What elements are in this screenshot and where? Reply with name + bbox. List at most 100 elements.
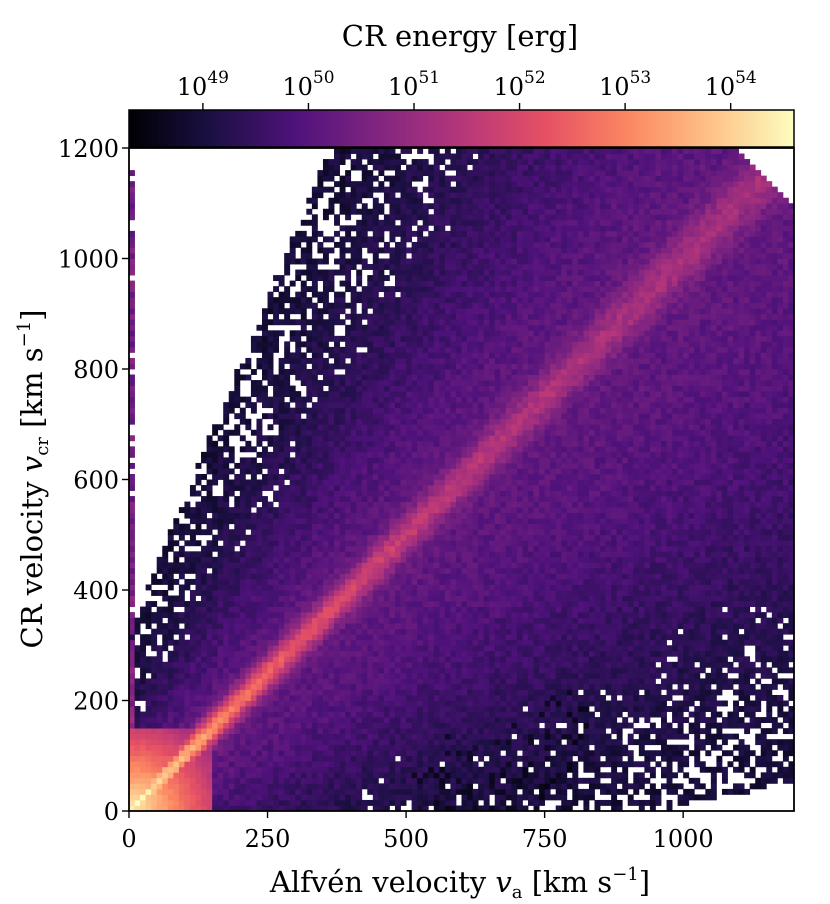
heatmap-cell (273, 330, 280, 337)
heatmap-cell (372, 186, 379, 193)
heatmap-cell (189, 805, 196, 811)
heatmap-cell (444, 590, 451, 596)
heatmap-cell (422, 529, 429, 536)
heatmap-cell (250, 744, 257, 751)
heatmap-cell (317, 689, 324, 696)
heatmap-cell (195, 623, 202, 630)
heatmap-cell (395, 634, 401, 641)
heatmap-cell (151, 761, 158, 768)
heatmap-cell (317, 181, 324, 188)
heatmap-cell (422, 788, 429, 795)
heatmap-cell (311, 335, 318, 342)
heatmap-cell (328, 208, 335, 215)
heatmap-cell (129, 170, 135, 177)
heatmap-cell (339, 335, 346, 342)
heatmap-cell (350, 556, 357, 563)
heatmap-cell (140, 683, 147, 690)
heatmap-cell (378, 236, 385, 243)
heatmap-cell (389, 788, 396, 795)
heatmap-cell (383, 501, 390, 508)
heatmap-cell (195, 584, 202, 591)
heatmap-cell (140, 777, 147, 784)
heatmap-cell (239, 634, 246, 641)
heatmap-cell (289, 545, 296, 552)
heatmap-cell (395, 573, 401, 580)
heatmap-cell (350, 783, 357, 790)
heatmap-cell (345, 302, 352, 309)
heatmap-cell (400, 518, 407, 525)
heatmap-cell (395, 639, 401, 646)
heatmap-cell (151, 744, 158, 751)
heatmap-cell (411, 363, 418, 370)
heatmap-cell (311, 672, 318, 679)
heatmap-cell (129, 733, 135, 740)
heatmap-cell (234, 606, 241, 613)
heatmap-cell (356, 639, 363, 646)
heatmap-cell (306, 247, 313, 254)
heatmap-cell (417, 529, 424, 536)
heatmap-cell (345, 523, 352, 530)
heatmap-cell (228, 634, 235, 641)
heatmap-cell (289, 667, 296, 674)
heatmap-cell (378, 286, 385, 293)
heatmap-cell (356, 473, 363, 480)
heatmap-cell (417, 457, 424, 464)
heatmap-cell (250, 617, 257, 624)
heatmap-cell (367, 440, 374, 447)
heatmap-cell (206, 623, 213, 630)
heatmap-cell (239, 518, 246, 525)
heatmap-cell (167, 700, 174, 707)
heatmap-cell (345, 462, 352, 469)
heatmap-cell (173, 639, 180, 646)
heatmap-cell (267, 777, 274, 784)
heatmap-cell (250, 717, 257, 724)
heatmap-cell (206, 772, 213, 779)
heatmap-cell (422, 678, 429, 685)
heatmap-cell (189, 766, 196, 773)
heatmap-cell (383, 297, 390, 304)
heatmap-cell (262, 788, 268, 795)
heatmap-cell (411, 750, 418, 757)
heatmap-cell (322, 280, 329, 287)
heatmap-cell (289, 236, 296, 243)
heatmap-cell (389, 728, 396, 735)
heatmap-cell (444, 363, 451, 370)
heatmap-cell (300, 352, 307, 359)
heatmap-cell (334, 241, 340, 248)
heatmap-cell (417, 733, 424, 740)
heatmap-cell (356, 518, 363, 525)
heatmap-cell (262, 750, 268, 757)
heatmap-cell (350, 694, 357, 701)
heatmap-cell (328, 413, 335, 420)
heatmap-cell (417, 634, 424, 641)
heatmap-cell (173, 601, 180, 607)
heatmap-cell (234, 396, 241, 403)
heatmap-cell (189, 794, 196, 801)
heatmap-cell (444, 490, 451, 497)
heatmap-cell (372, 623, 379, 630)
heatmap-cell (350, 617, 357, 624)
heatmap-cell (361, 363, 368, 370)
heatmap-cell (334, 573, 340, 580)
heatmap-cell (256, 335, 263, 342)
heatmap-cell (129, 794, 135, 801)
heatmap-cell (444, 722, 451, 729)
heatmap-cell (417, 595, 424, 602)
heatmap-cell (361, 772, 368, 779)
heatmap-cell (395, 286, 401, 293)
heatmap-cell (129, 529, 135, 536)
heatmap-cell (145, 717, 152, 724)
heatmap-cell (206, 479, 213, 486)
heatmap-cell (217, 744, 224, 751)
heatmap-cell (245, 739, 252, 746)
heatmap-cell (328, 545, 335, 552)
heatmap-cell (444, 457, 451, 464)
heatmap-cell (223, 435, 230, 442)
heatmap-cell (339, 540, 346, 547)
heatmap-cell (234, 402, 241, 409)
heatmap-cell (195, 601, 202, 607)
heatmap-cell (361, 468, 368, 475)
heatmap-cell (284, 424, 291, 431)
heatmap-cell (217, 639, 224, 646)
heatmap-cell (411, 346, 418, 353)
